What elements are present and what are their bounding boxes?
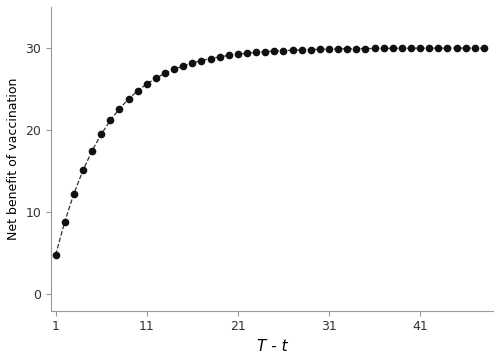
X-axis label: T - t: T - t: [257, 339, 288, 354]
Y-axis label: Net benefit of vaccination: Net benefit of vaccination: [7, 78, 20, 240]
